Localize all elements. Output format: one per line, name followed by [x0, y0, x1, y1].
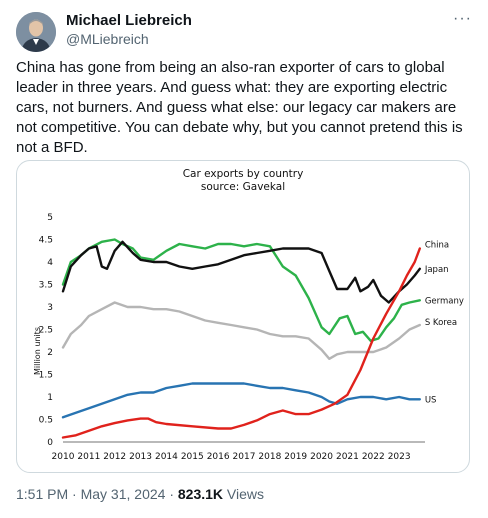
x-tick-label: 2014 [155, 452, 178, 462]
tweet-text: China has gone from being an also-ran ex… [16, 59, 463, 156]
x-tick-label: 2019 [284, 452, 307, 462]
x-tick-label: 2010 [52, 452, 75, 462]
y-tick-label: 3 [47, 303, 53, 313]
series-label-s-korea: S Korea [425, 318, 457, 328]
y-tick-label: 1.5 [39, 371, 53, 381]
chart-svg: Car exports by country source: Gavekal M… [33, 168, 464, 462]
series-line-japan [61, 240, 421, 304]
series-label-germany: Germany [425, 296, 464, 306]
x-tick-label: 2018 [258, 452, 281, 462]
x-tick-label: 2013 [129, 452, 152, 462]
series-label-china: China [425, 241, 449, 251]
y-tick-label: 4 [47, 258, 53, 268]
series-line-germany [61, 238, 421, 342]
x-tick-label: 2021 [336, 452, 359, 462]
tweet-meta: 1:51 PM · May 31, 2024 · 823.1K Views [16, 486, 264, 502]
y-tick-label: 5 [47, 213, 53, 223]
series-line-china [61, 247, 421, 439]
series-label-japan: Japan [424, 265, 449, 275]
y-tick-label: 0.5 [39, 416, 53, 426]
series-line-s-korea [61, 301, 421, 360]
y-axis-label: Million units [33, 327, 42, 375]
meta-separator: · [68, 486, 81, 502]
x-tick-label: 2016 [207, 452, 230, 462]
x-tick-label: 2020 [310, 452, 333, 462]
y-tick-label: 0 [47, 438, 53, 448]
x-tick-label: 2022 [362, 452, 385, 462]
tweet-time[interactable]: 1:51 PM [16, 486, 69, 502]
author-name[interactable]: Michael Liebreich [66, 12, 192, 29]
chart-subtitle: source: Gavekal [201, 181, 285, 193]
series-label-us: US [425, 395, 437, 405]
y-tick-label: 1 [47, 393, 53, 403]
y-tick-label: 3.5 [39, 281, 53, 291]
avatar-photo [16, 12, 56, 52]
more-icon[interactable]: ··· [453, 10, 472, 27]
series-line-us [61, 382, 421, 419]
x-tick-label: 2012 [103, 452, 126, 462]
avatar[interactable] [16, 12, 56, 52]
tweet-media-chart[interactable]: Car exports by country source: Gavekal M… [16, 160, 470, 473]
views-count: 823.1K [177, 486, 224, 502]
meta-separator-2: · [165, 486, 178, 502]
y-tick-label: 2.5 [39, 326, 53, 336]
x-tick-label: 2023 [388, 452, 411, 462]
x-tick-label: 2017 [233, 452, 256, 462]
chart-title: Car exports by country [183, 168, 304, 180]
y-tick-label: 2 [47, 348, 53, 358]
views-label: Views [223, 486, 265, 502]
y-tick-label: 4.5 [39, 236, 53, 246]
tweet-date[interactable]: May 31, 2024 [80, 486, 166, 502]
author-handle[interactable]: @MLiebreich [66, 31, 149, 47]
x-tick-label: 2011 [77, 452, 100, 462]
x-tick-label: 2015 [181, 452, 204, 462]
